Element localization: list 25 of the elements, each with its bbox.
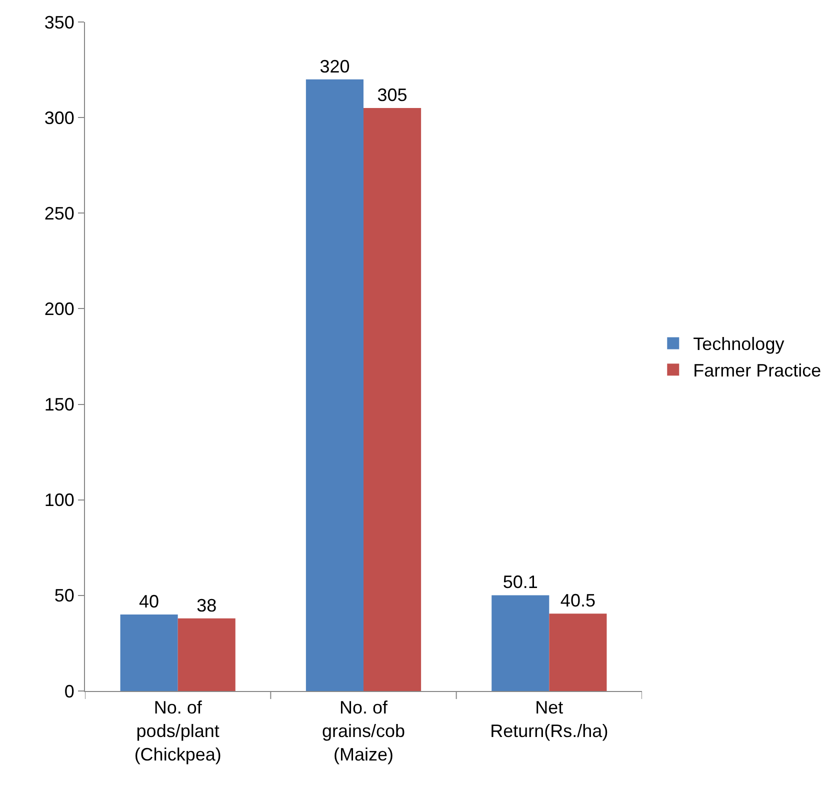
y-tick-label: 150 (44, 394, 74, 415)
bar (178, 618, 236, 691)
x-tick-label: No. of pods/plant (Chickpea) (134, 698, 222, 764)
y-tick-label: 100 (44, 490, 74, 510)
bar (306, 79, 364, 691)
data-label: 38 (196, 595, 217, 616)
y-tick-label: 300 (44, 108, 74, 128)
data-label: 50.1 (502, 572, 538, 592)
data-label: 40.5 (560, 590, 596, 611)
y-tick-label: 200 (44, 299, 74, 320)
x-tick-label: No. of grains/cob (Maize) (322, 698, 406, 764)
x-tick-label: Net Return(Rs./ha) (490, 698, 608, 741)
data-label: 40 (139, 592, 160, 612)
data-label: 320 (320, 56, 350, 76)
legend-label: Technology (693, 334, 784, 354)
bar (549, 614, 607, 691)
bar (492, 595, 550, 691)
bar (120, 614, 178, 691)
y-tick-label: 250 (44, 203, 74, 224)
y-tick-label: 0 (64, 681, 74, 702)
y-tick-label: 350 (44, 12, 74, 32)
legend-label: Farmer Practice (693, 360, 822, 381)
y-tick-label: 50 (54, 586, 74, 606)
bar (364, 108, 422, 691)
data-label: 305 (377, 85, 408, 106)
